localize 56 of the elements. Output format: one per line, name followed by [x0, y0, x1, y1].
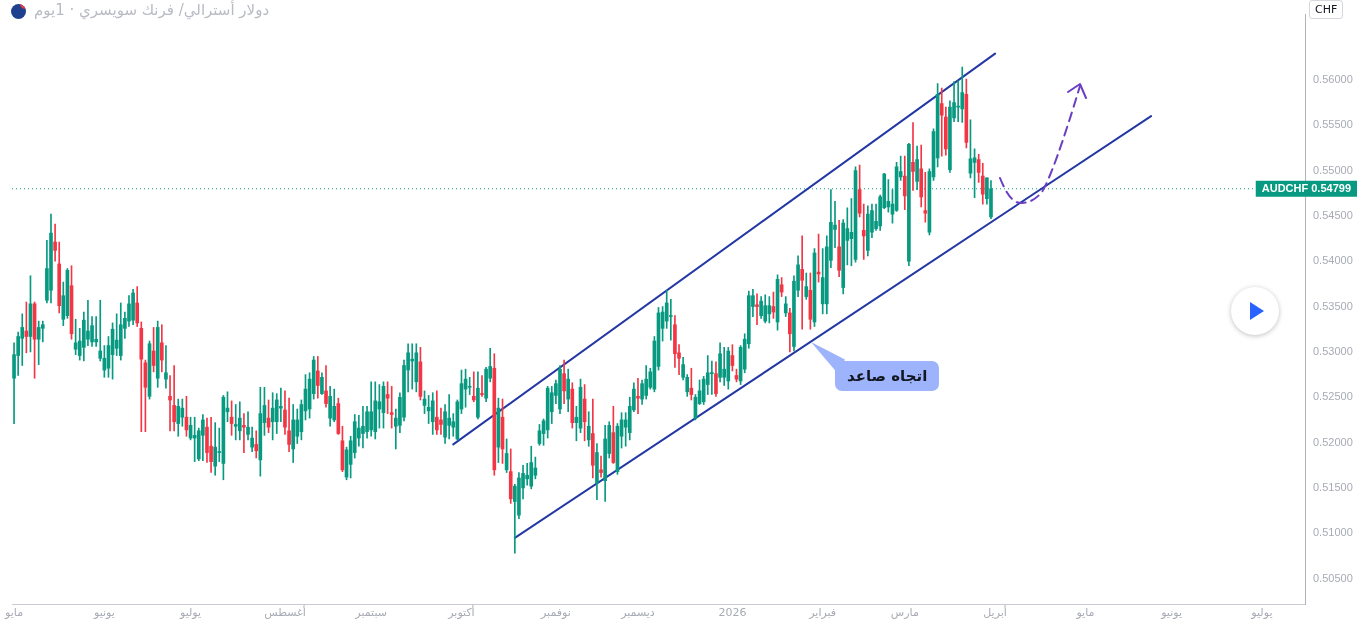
- y-tick-label: 0.55500: [1313, 118, 1353, 131]
- y-tick-label: 0.54500: [1313, 208, 1353, 221]
- x-tick-label: 2026: [718, 606, 747, 620]
- candlestick: [480, 375, 484, 397]
- candlestick: [710, 360, 714, 395]
- candlestick: [722, 347, 727, 386]
- x-tick-label: أغسطس: [264, 605, 306, 620]
- y-tick-label: 0.55000: [1313, 163, 1353, 176]
- x-tick-label: سبتمبر: [354, 606, 387, 620]
- x-tick-label: يوليو: [179, 606, 202, 620]
- x-tick-label: مايو: [1075, 606, 1095, 620]
- x-tick-label: أكتوبر: [447, 605, 475, 620]
- chart-title: دولار أسترالي/ فرنك سويسري · 1يوم: [34, 1, 270, 19]
- y-tick-label: 0.50500: [1313, 571, 1353, 584]
- candlestick: [923, 172, 928, 223]
- candlestick: [361, 405, 365, 449]
- x-tick-label: يونيو: [1160, 606, 1182, 620]
- x-tick-label: ديسمبر: [620, 606, 655, 620]
- candlestick: [668, 299, 673, 341]
- y-tick-label: 0.53000: [1313, 344, 1353, 357]
- candlestick: [114, 313, 119, 356]
- y-axis-title: CHF: [1309, 0, 1344, 19]
- x-tick-label: أبريل: [983, 605, 1007, 620]
- y-tick-label: 0.53500: [1313, 299, 1353, 312]
- x-tick-label: يونيو: [92, 606, 115, 620]
- candlestick: [755, 293, 759, 326]
- candlestick: [599, 455, 603, 478]
- candlestick: [861, 203, 866, 260]
- x-tick-label: مايو: [4, 606, 24, 620]
- candlestick: [389, 386, 394, 429]
- candlestick: [939, 87, 944, 157]
- candlestick: [447, 394, 451, 440]
- candlestick: [164, 345, 168, 389]
- annotation: اتجاه صاعد: [835, 361, 940, 391]
- candlestick: [254, 430, 259, 459]
- y-tick-label: 0.52000: [1313, 435, 1353, 448]
- y-tick-label: 0.56000: [1313, 72, 1353, 85]
- x-tick-label: مارس: [890, 606, 919, 620]
- y-tick-label: 0.52500: [1313, 390, 1353, 403]
- candlestick: [242, 413, 246, 453]
- ref-line-label: AUDCHF 0.54799: [1261, 181, 1352, 194]
- x-tick-label: يوليو: [1250, 606, 1273, 620]
- x-tick-label: نوفمبر: [540, 606, 571, 620]
- candlestick: [525, 463, 529, 486]
- candlestick: [911, 122, 915, 191]
- candlestick: [471, 371, 476, 403]
- candlestick: [172, 365, 176, 432]
- y-tick-label: 0.54000: [1313, 254, 1353, 267]
- x-tick-label: فبراير: [808, 606, 837, 620]
- candlestick: [86, 299, 90, 346]
- y-tick-label: 0.51000: [1313, 526, 1353, 539]
- candlestick: [467, 376, 472, 395]
- candlestick: [439, 407, 443, 435]
- candlestick: [233, 404, 238, 441]
- candlestick: [800, 235, 804, 330]
- y-tick-label: 0.51500: [1313, 480, 1353, 493]
